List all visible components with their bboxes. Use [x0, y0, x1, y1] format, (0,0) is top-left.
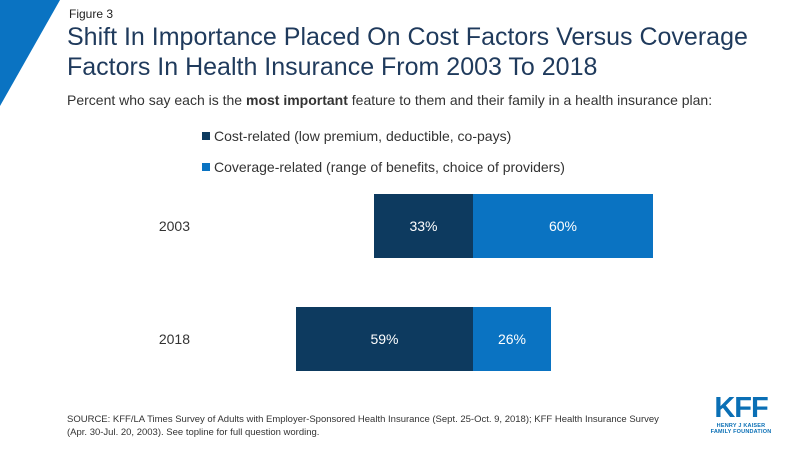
- logo-line-2: FAMILY FOUNDATION: [710, 429, 772, 435]
- corner-accent-shape: [0, 0, 60, 106]
- legend-label-cost: Cost-related (low premium, deductible, c…: [214, 128, 512, 144]
- subtitle-text-bold: most important: [246, 92, 348, 108]
- data-label-coverage-2018: 26%: [498, 331, 526, 347]
- corner-accent-triangle: [0, 0, 60, 106]
- category-label-2018: 2018: [159, 331, 190, 347]
- source-note: SOURCE: KFF/LA Times Survey of Adults wi…: [67, 414, 659, 438]
- bar-chart: 2003 33% 60% 2018 59% 26%: [159, 194, 653, 371]
- logo-mark: KFF: [714, 392, 768, 424]
- data-label-cost-2018: 59%: [370, 331, 398, 347]
- legend-swatch-coverage: [202, 163, 210, 171]
- subtitle-text-after: feature to them and their family in a he…: [347, 92, 713, 108]
- subtitle-text-before: Percent who say each is the: [67, 92, 246, 108]
- bar-coverage-2003: [473, 194, 653, 258]
- chart-legend: Cost-related (low premium, deductible, c…: [202, 128, 565, 190]
- category-label-2003: 2003: [159, 218, 190, 234]
- legend-item-coverage: Coverage-related (range of benefits, cho…: [202, 159, 565, 175]
- legend-label-coverage: Coverage-related (range of benefits, cho…: [214, 159, 565, 175]
- data-label-cost-2003: 33%: [409, 218, 437, 234]
- chart-subtitle: Percent who say each is the most importa…: [67, 92, 712, 108]
- bar-cost-2003: [374, 194, 473, 258]
- legend-swatch-cost: [202, 132, 210, 140]
- bar-coverage-2018: [473, 307, 551, 371]
- bar-cost-2018: [296, 307, 473, 371]
- figure-label: Figure 3: [69, 7, 114, 21]
- chart-title: Shift In Importance Placed On Cost Facto…: [67, 23, 748, 81]
- data-label-coverage-2003: 60%: [549, 218, 577, 234]
- kff-logo: KFF HENRY J KAISER FAMILY FOUNDATION: [706, 393, 776, 435]
- legend-item-cost: Cost-related (low premium, deductible, c…: [202, 128, 565, 144]
- logo-line-1: HENRY J KAISER: [716, 423, 766, 429]
